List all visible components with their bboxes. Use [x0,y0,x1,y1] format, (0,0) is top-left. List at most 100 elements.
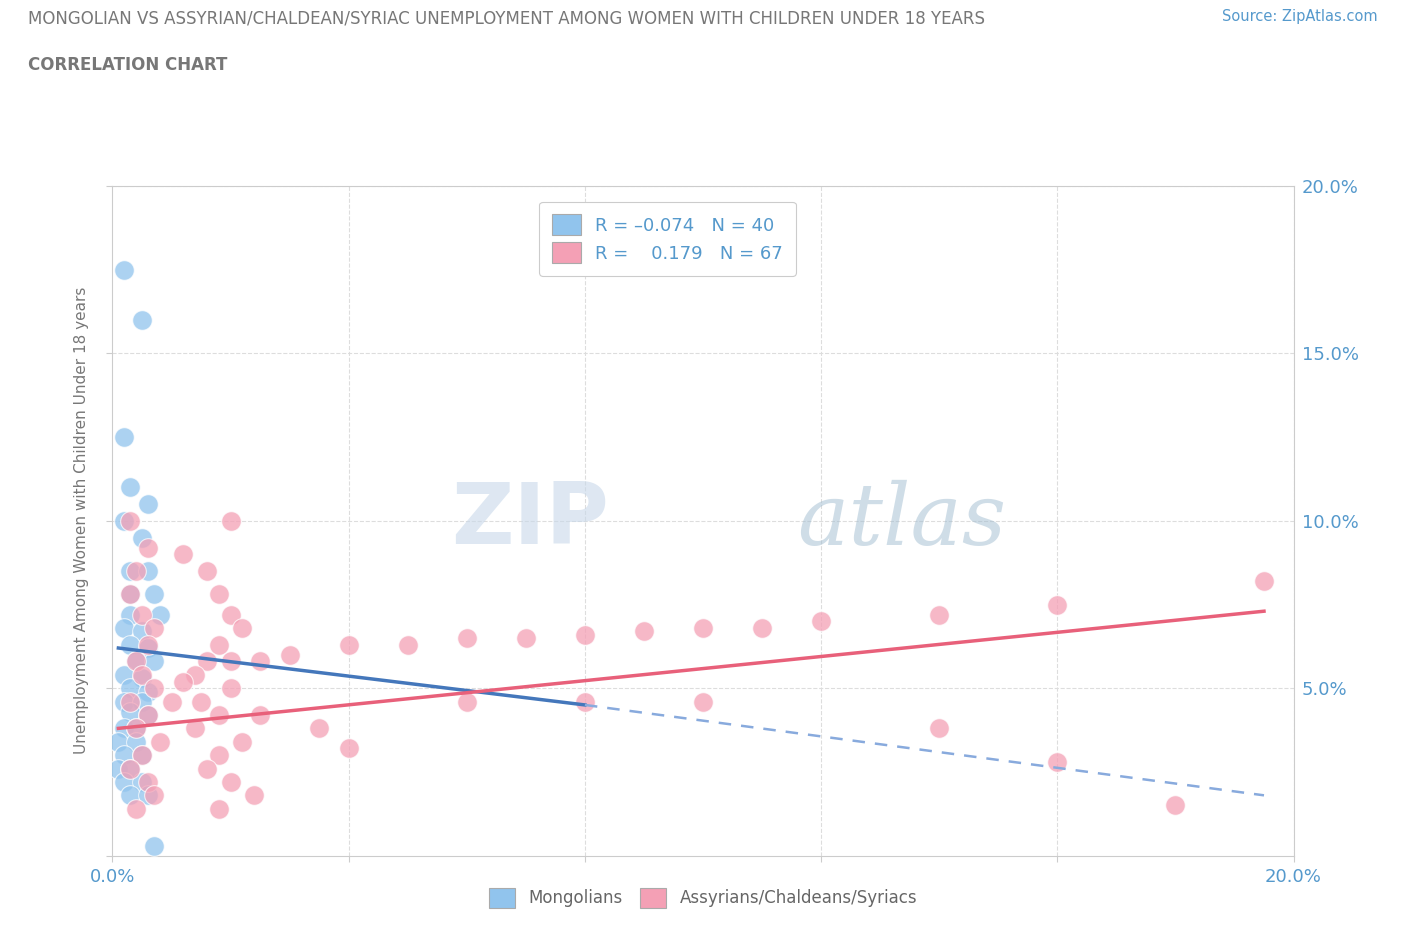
Point [120,681,142,696]
Point [136,775,159,790]
Point [142,838,165,853]
Point [120,607,142,622]
Point [278,647,301,662]
Point [125,654,148,669]
Point [125,564,148,578]
Point [149,607,172,622]
Point [131,607,153,622]
Point [112,721,135,736]
Text: CORRELATION CHART: CORRELATION CHART [28,56,228,73]
Point [112,668,135,683]
Point [131,748,153,763]
Point [131,530,153,545]
Point [195,564,218,578]
Point [131,624,153,639]
Point [107,761,129,776]
Point [120,761,142,776]
Point [136,708,159,723]
Point [249,654,271,669]
Point [112,262,135,277]
Point [208,802,231,817]
Text: ZIP: ZIP [451,479,609,563]
Legend: Mongolians, Assyrians/Chaldeans/Syriacs: Mongolians, Assyrians/Chaldeans/Syriacs [482,882,924,914]
Point [184,721,207,736]
Point [308,721,330,736]
Point [928,721,950,736]
Point [337,741,360,756]
Point [120,637,142,652]
Point [131,748,153,763]
Point [396,637,419,652]
Point [142,654,165,669]
Point [810,614,832,629]
Point [125,721,148,736]
Text: Source: ZipAtlas.com: Source: ZipAtlas.com [1222,9,1378,24]
Point [112,748,135,763]
Point [208,748,231,763]
Point [195,654,218,669]
Point [112,430,135,445]
Point [112,620,135,635]
Point [574,627,596,642]
Point [131,671,153,685]
Point [120,587,142,602]
Point [195,761,218,776]
Point [131,668,153,683]
Point [120,564,142,578]
Point [149,735,172,750]
Point [131,312,153,327]
Point [231,620,253,635]
Point [1046,597,1069,612]
Point [515,631,537,645]
Point [633,624,655,639]
Point [574,694,596,709]
Point [456,694,478,709]
Point [125,721,148,736]
Point [928,607,950,622]
Point [1253,574,1275,589]
Point [219,654,242,669]
Point [136,497,159,512]
Point [120,788,142,803]
Point [136,564,159,578]
Point [249,708,271,723]
Point [131,694,153,709]
Point [120,704,142,719]
Point [142,681,165,696]
Point [112,775,135,790]
Point [112,694,135,709]
Point [131,775,153,790]
Point [107,735,129,750]
Point [243,788,266,803]
Point [219,513,242,528]
Point [125,654,148,669]
Point [184,668,207,683]
Point [692,694,714,709]
Point [751,620,773,635]
Point [1046,754,1069,769]
Point [136,540,159,555]
Point [136,637,159,652]
Point [172,674,194,689]
Point [136,788,159,803]
Point [112,513,135,528]
Point [120,694,142,709]
Point [208,587,231,602]
Y-axis label: Unemployment Among Women with Children Under 18 years: Unemployment Among Women with Children U… [75,287,89,754]
Point [219,775,242,790]
Point [456,631,478,645]
Text: atlas: atlas [797,480,1007,562]
Point [136,708,159,723]
Point [692,620,714,635]
Point [120,480,142,495]
Point [120,761,142,776]
Point [219,681,242,696]
Point [120,513,142,528]
Point [142,620,165,635]
Point [136,641,159,656]
Point [208,708,231,723]
Point [231,735,253,750]
Point [125,735,148,750]
Point [219,607,242,622]
Point [142,788,165,803]
